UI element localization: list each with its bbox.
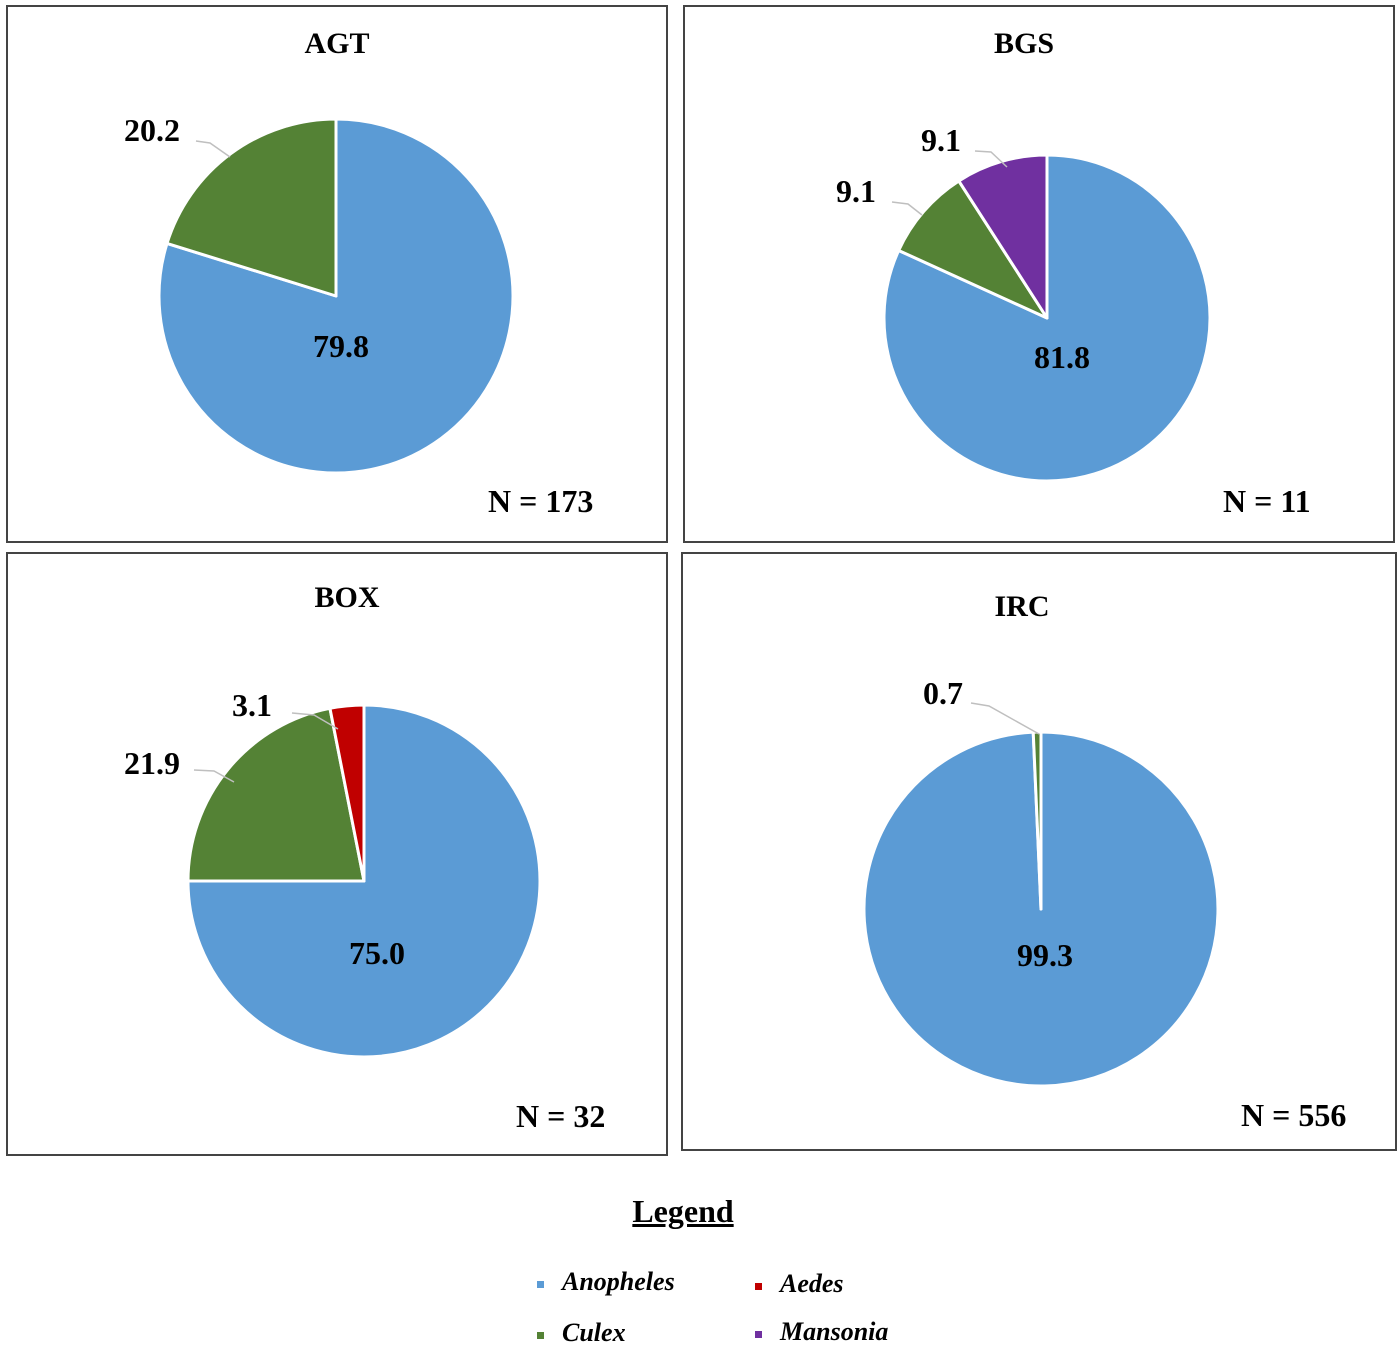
legend-title: Legend xyxy=(632,1193,734,1229)
data-label: 0.7 xyxy=(923,675,963,711)
legend-label: Aedes xyxy=(780,1269,844,1298)
pie-slice-culex xyxy=(165,117,338,298)
leader-line xyxy=(195,140,231,158)
pie-slice-culex xyxy=(186,706,366,883)
data-label: 3.1 xyxy=(232,687,272,723)
legend-item-mansonia: Mansonia xyxy=(755,1317,888,1347)
legend-item-culex: Culex xyxy=(537,1318,626,1348)
sample-size-label: N = 32 xyxy=(516,1098,606,1134)
pie-chart-box: 75.0 21.9 3.1 xyxy=(124,687,542,1059)
legend-item-aedes: Aedes xyxy=(755,1269,844,1299)
data-label: 21.9 xyxy=(124,745,180,781)
chart-title: BOX xyxy=(314,581,380,614)
chart-title: BGS xyxy=(993,27,1055,60)
legend-label: Culex xyxy=(562,1318,626,1347)
pie-chart-agt: 79.8 20.2 xyxy=(124,112,515,475)
data-label: 99.3 xyxy=(1017,937,1073,973)
chart-panel-box: 75.0 21.9 3.1 BOX N = 32 xyxy=(6,552,668,1156)
sample-size-label: N = 11 xyxy=(1223,483,1311,519)
legend-label: Mansonia xyxy=(780,1317,889,1346)
chart-panel-irc: 99.3 0.7 IRC N = 556 xyxy=(681,552,1397,1151)
sample-size-label: N = 173 xyxy=(488,483,594,519)
chart-panel-bgs: 81.8 9.1 9.1 BGS N = 11 xyxy=(683,5,1395,543)
leader-line xyxy=(974,150,1008,168)
data-label: 75.0 xyxy=(349,935,405,971)
pie-slice-aedes xyxy=(328,703,366,883)
legend: Legend Anopheles Aedes Culex Mansonia xyxy=(0,1185,1400,1351)
pie-slice-culex xyxy=(1031,730,1043,911)
leader-line xyxy=(970,702,1040,735)
legend-item-anopheles: Anopheles xyxy=(537,1267,675,1297)
data-label: 79.8 xyxy=(313,328,369,364)
sample-size-label: N = 556 xyxy=(1241,1097,1347,1133)
leader-line xyxy=(891,201,923,216)
legend-marker xyxy=(755,1330,762,1338)
chart-panel-agt: 79.8 20.2 AGT N = 173 xyxy=(6,5,668,543)
data-label: 20.2 xyxy=(124,112,180,148)
chart-title: AGT xyxy=(304,27,370,60)
pie-slice-anopheles xyxy=(157,117,515,475)
legend-label: Anopheles xyxy=(562,1267,675,1296)
pie-chart-bgs: 81.8 9.1 9.1 xyxy=(836,122,1212,483)
leader-line xyxy=(193,769,235,783)
pie-slice-culex xyxy=(897,179,1049,320)
pie-chart-irc: 99.3 0.7 xyxy=(862,675,1220,1088)
leader-line xyxy=(291,712,339,730)
legend-marker xyxy=(537,1331,544,1339)
legend-marker xyxy=(537,1280,544,1288)
chart-title: IRC xyxy=(994,590,1050,623)
pie-slice-anopheles xyxy=(186,703,542,1059)
legend-marker xyxy=(755,1282,762,1290)
data-label: 81.8 xyxy=(1034,339,1090,375)
data-label: 9.1 xyxy=(836,173,876,209)
data-label: 9.1 xyxy=(921,122,961,158)
